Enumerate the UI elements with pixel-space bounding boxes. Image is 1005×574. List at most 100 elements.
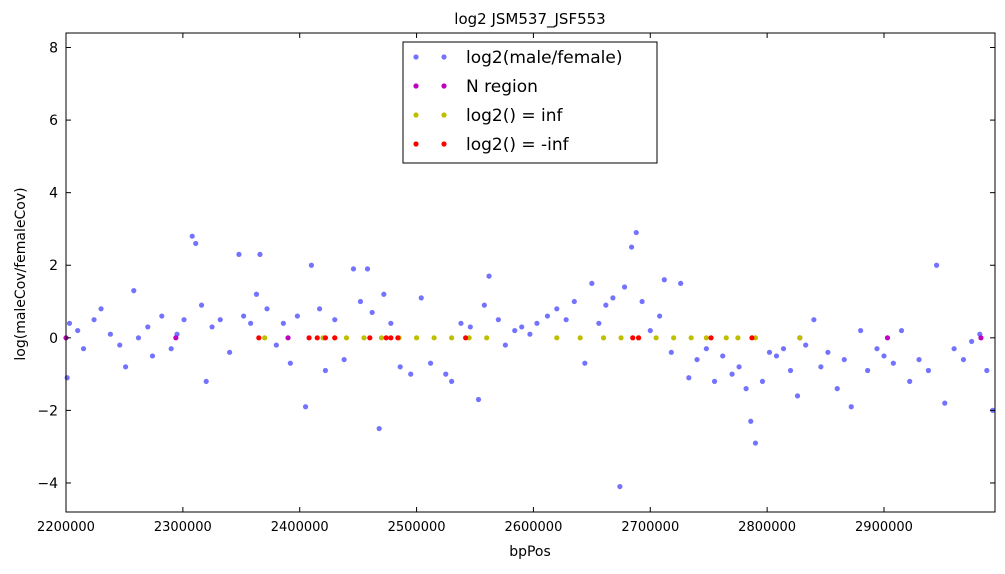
data-point [484, 335, 490, 341]
y-tick-label: 2 [49, 258, 58, 274]
data-point [463, 335, 469, 341]
data-point [257, 251, 263, 257]
data-point [661, 277, 667, 283]
data-point [367, 335, 373, 341]
data-point [865, 367, 871, 374]
y-tick-label: −4 [37, 476, 58, 492]
points-layer [63, 229, 996, 490]
legend-marker [441, 54, 447, 60]
data-point [657, 313, 663, 319]
data-point [628, 244, 635, 250]
data-point [984, 367, 990, 374]
data-point [376, 425, 382, 432]
data-point [678, 280, 684, 286]
data-point [308, 262, 314, 268]
data-point [890, 360, 896, 366]
data-point [397, 364, 403, 370]
data-point [285, 335, 291, 341]
data-point [766, 349, 773, 355]
data-point [189, 233, 195, 239]
data-point [881, 353, 887, 359]
legend-label: log2(male/female) [466, 48, 623, 68]
data-point [343, 335, 350, 341]
x-axis-label: bpPos [509, 544, 551, 560]
data-point [248, 320, 254, 326]
data-point [217, 317, 223, 323]
data-point [383, 335, 389, 341]
data-point [306, 335, 312, 341]
y-axis-label: log(maleCov/femaleCov) [13, 187, 29, 360]
data-point [618, 335, 624, 341]
data-point [75, 327, 81, 334]
data-point [512, 327, 518, 334]
data-point [780, 346, 787, 352]
data-point [787, 367, 794, 374]
legend-marker [413, 83, 419, 89]
data-point [825, 349, 831, 355]
data-point [280, 320, 286, 326]
data-point [350, 266, 357, 272]
y-tick-label: 8 [49, 41, 58, 57]
data-point [694, 356, 700, 363]
data-point [173, 335, 179, 341]
data-point [960, 356, 967, 363]
legend-marker [413, 141, 419, 147]
data-point [969, 338, 975, 345]
data-point [635, 335, 642, 341]
data-point [203, 378, 209, 384]
x-tick-label: 2200000 [37, 520, 95, 535]
data-point [107, 331, 114, 337]
data-point [159, 313, 165, 319]
data-point [794, 393, 801, 399]
data-point [381, 291, 387, 297]
data-point [256, 335, 262, 341]
data-point [287, 360, 293, 366]
data-point [341, 356, 347, 363]
data-point [117, 342, 123, 348]
data-point [527, 331, 533, 337]
data-point [475, 396, 482, 403]
data-point [749, 335, 755, 341]
data-point [942, 400, 948, 406]
data-point [848, 404, 854, 410]
series-2-points [262, 335, 803, 341]
data-point [874, 346, 880, 352]
data-point [668, 349, 674, 355]
legend-label: log2() = inf [466, 106, 564, 126]
data-point [431, 335, 437, 341]
data-point [686, 375, 692, 381]
data-point [743, 386, 749, 392]
data-point [773, 353, 780, 359]
data-point [135, 335, 142, 341]
data-point [563, 317, 569, 323]
data-point [600, 335, 607, 341]
data-point [502, 342, 508, 348]
data-point [322, 367, 329, 374]
legend-marker [413, 54, 419, 60]
legend-label: N region [466, 77, 538, 97]
data-point [858, 327, 864, 334]
legend: log2(male/female) N region log2() = inf log… [402, 41, 658, 164]
data-point [596, 320, 602, 326]
x-tick-label: 2500000 [388, 520, 446, 535]
series-3-points [256, 335, 755, 341]
data-point [357, 298, 364, 305]
data-point [639, 298, 645, 305]
data-point [122, 364, 129, 370]
data-point [688, 335, 694, 341]
data-point [633, 229, 639, 236]
legend-marker [441, 112, 447, 118]
data-point [364, 266, 371, 272]
data-point [603, 302, 609, 308]
data-point [332, 335, 338, 341]
data-point [91, 317, 97, 323]
x-tick-label: 2900000 [855, 520, 913, 535]
data-point [332, 317, 338, 323]
data-point [797, 335, 803, 341]
data-point [818, 364, 824, 370]
legend-label: log2() = -inf [466, 135, 570, 155]
data-point [752, 440, 759, 446]
y-tick-label: 4 [49, 186, 58, 202]
data-point [369, 309, 375, 316]
